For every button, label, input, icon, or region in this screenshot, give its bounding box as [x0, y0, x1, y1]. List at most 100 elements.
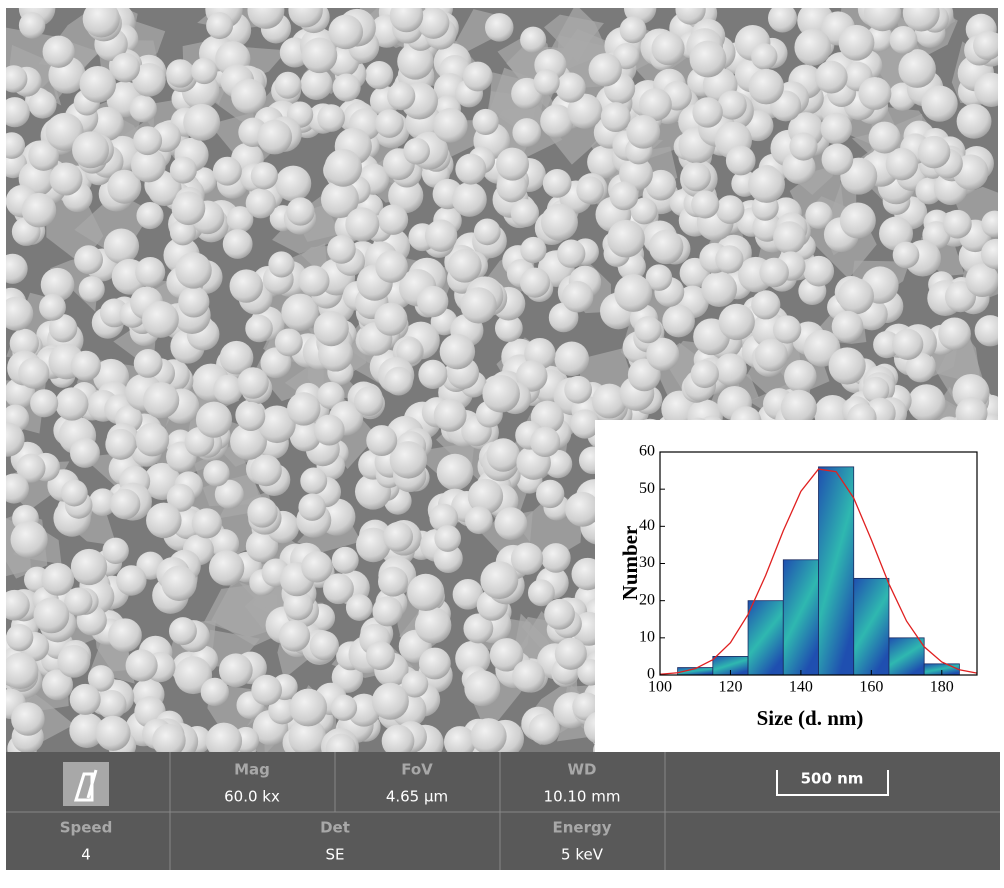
- particle: [206, 12, 234, 40]
- bar: [782, 559, 819, 676]
- particle: [626, 114, 661, 149]
- particle: [18, 12, 46, 39]
- particle: [588, 53, 622, 87]
- particle: [443, 726, 476, 752]
- particle: [418, 359, 448, 389]
- particle: [171, 191, 206, 226]
- particle: [355, 527, 391, 563]
- particle: [6, 253, 28, 284]
- particle: [274, 328, 303, 357]
- particle: [484, 13, 514, 42]
- particle: [251, 674, 282, 706]
- particle: [821, 143, 854, 176]
- particle: [516, 360, 548, 392]
- particle: [245, 314, 273, 343]
- particle: [327, 235, 356, 264]
- particle: [600, 102, 631, 132]
- particle: [345, 594, 373, 621]
- particle: [313, 311, 349, 347]
- particle: [79, 66, 117, 103]
- y-tick-label: 10: [639, 629, 655, 646]
- x-axis-label: Size (d. nm): [757, 706, 864, 730]
- particle: [21, 192, 57, 228]
- particle: [414, 606, 452, 644]
- particle: [889, 25, 918, 54]
- particle: [281, 293, 319, 331]
- particle: [313, 414, 345, 446]
- particle: [433, 108, 468, 143]
- particle: [324, 149, 363, 187]
- particle: [943, 209, 972, 239]
- bar: [818, 466, 855, 676]
- particle: [885, 147, 919, 181]
- particle: [178, 286, 210, 318]
- particle: [288, 718, 327, 752]
- particle: [183, 103, 221, 141]
- particle: [486, 438, 520, 472]
- particle: [49, 162, 83, 196]
- particle: [820, 112, 853, 145]
- particle: [300, 467, 328, 495]
- particle: [898, 50, 936, 88]
- particle: [237, 367, 269, 399]
- particle: [213, 374, 243, 405]
- particle: [447, 248, 482, 283]
- particle: [907, 384, 946, 423]
- particle: [286, 197, 315, 226]
- particle: [689, 40, 727, 78]
- particle: [132, 62, 166, 97]
- x-tick-label: 180: [930, 679, 954, 696]
- particle: [214, 479, 244, 509]
- particle: [917, 135, 951, 169]
- particle: [645, 169, 677, 201]
- particle: [18, 357, 50, 389]
- particle: [455, 640, 491, 677]
- particle: [110, 52, 141, 83]
- info-bar-background: [6, 752, 1000, 870]
- particle: [301, 37, 338, 74]
- particle: [614, 274, 653, 312]
- particle: [701, 271, 738, 308]
- particle: [838, 24, 875, 61]
- particle: [780, 389, 817, 426]
- particle: [692, 97, 723, 128]
- particle: [205, 722, 243, 752]
- particle: [133, 126, 163, 156]
- particle: [133, 348, 163, 378]
- particle: [839, 202, 876, 239]
- particle: [28, 90, 57, 119]
- fov-value: 4.65 µm: [386, 788, 448, 806]
- x-tick-label: 120: [718, 679, 742, 696]
- particle: [429, 503, 459, 533]
- mag-label: Mag: [234, 761, 270, 779]
- particle: [230, 422, 267, 460]
- particle: [494, 314, 523, 343]
- particle: [175, 252, 212, 289]
- particle: [174, 656, 213, 695]
- particle: [528, 713, 560, 745]
- particle: [554, 637, 587, 670]
- particle: [463, 613, 494, 644]
- bar: [888, 637, 925, 676]
- particle: [64, 587, 93, 616]
- particle: [784, 360, 817, 393]
- particle: [274, 71, 302, 99]
- particle: [938, 317, 971, 351]
- det-value: SE: [326, 846, 345, 864]
- particle: [301, 551, 333, 583]
- particle: [365, 61, 394, 90]
- particle: [576, 176, 604, 204]
- particle: [166, 483, 195, 512]
- particle: [397, 43, 434, 80]
- particle: [748, 165, 785, 203]
- particle: [535, 479, 565, 509]
- particle: [257, 119, 293, 155]
- particle: [222, 229, 253, 259]
- particle: [489, 638, 524, 672]
- particle: [495, 147, 530, 181]
- particle: [11, 702, 45, 736]
- particle: [378, 566, 408, 597]
- particle: [496, 171, 528, 203]
- speed-value: 4: [81, 846, 91, 864]
